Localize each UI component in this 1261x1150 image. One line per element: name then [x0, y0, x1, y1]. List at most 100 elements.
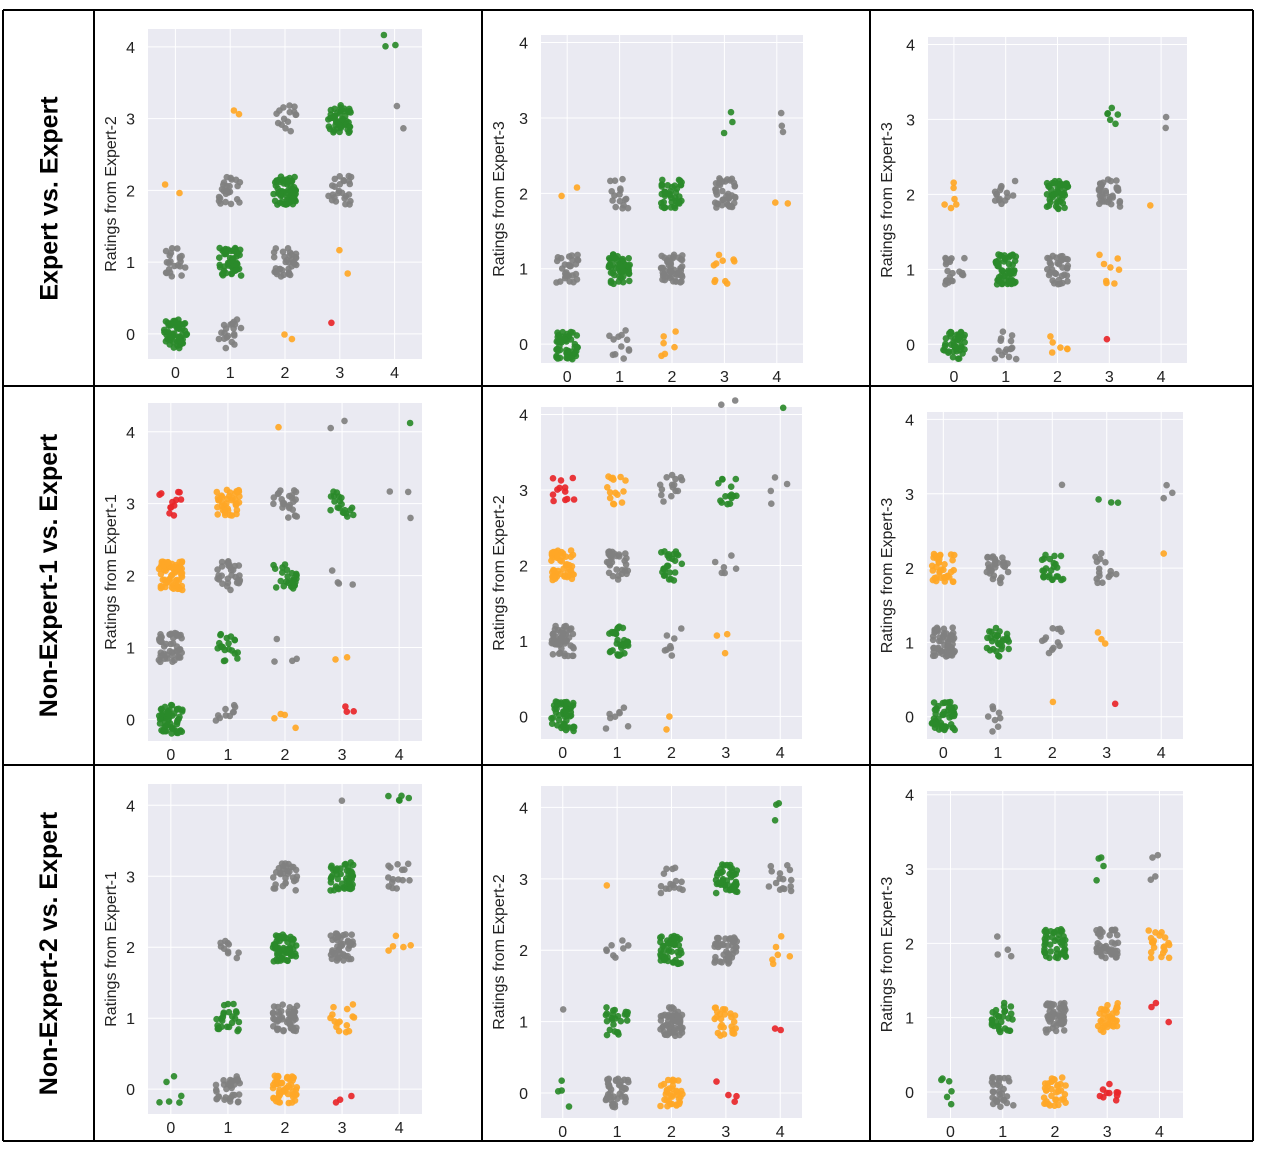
data-point — [620, 945, 627, 952]
data-point — [620, 268, 628, 275]
data-point — [610, 476, 617, 483]
data-point — [1111, 926, 1119, 933]
data-point — [178, 649, 185, 656]
data-point — [618, 331, 625, 339]
data-point — [176, 713, 183, 721]
data-point — [1003, 346, 1010, 353]
data-point — [178, 708, 186, 715]
data-point — [953, 201, 960, 208]
data-point — [605, 559, 612, 566]
data-point — [618, 1093, 626, 1100]
data-point — [275, 176, 282, 184]
data-point — [1005, 260, 1013, 268]
data-point — [667, 644, 675, 652]
data-point — [1102, 277, 1110, 285]
data-point — [1152, 873, 1159, 880]
data-point — [1098, 191, 1106, 199]
data-point — [271, 565, 279, 572]
x-tick-label: 3 — [721, 1124, 730, 1141]
x-tick-label: 0 — [558, 1124, 567, 1141]
data-point — [279, 1001, 286, 1008]
data-point — [719, 187, 726, 195]
data-point — [732, 880, 739, 887]
data-point — [675, 269, 683, 277]
data-point — [670, 1077, 678, 1084]
data-point — [626, 277, 633, 285]
data-point — [553, 279, 560, 286]
data-point — [235, 110, 243, 118]
data-point — [1048, 1085, 1055, 1093]
data-point — [732, 944, 740, 951]
data-point — [283, 256, 291, 264]
data-point — [386, 488, 394, 495]
x-tick-label: 4 — [1157, 745, 1166, 762]
data-point — [1165, 1018, 1172, 1026]
data-point — [1057, 1000, 1065, 1007]
data-point — [336, 181, 344, 188]
data-point — [171, 657, 178, 664]
data-point — [1045, 202, 1053, 209]
data-point — [717, 869, 725, 877]
y-tick-label: 4 — [126, 40, 135, 57]
data-point — [170, 338, 177, 346]
data-point — [675, 1095, 683, 1102]
data-point — [176, 558, 183, 566]
data-point — [215, 1025, 223, 1033]
data-point — [285, 514, 292, 521]
data-point — [230, 1000, 237, 1008]
data-point — [943, 1093, 951, 1101]
data-point — [346, 123, 354, 131]
data-point — [996, 1026, 1003, 1034]
data-point — [1095, 855, 1102, 862]
data-point — [665, 1098, 673, 1105]
data-point — [663, 474, 670, 481]
data-point — [1000, 559, 1008, 566]
data-point — [216, 195, 224, 202]
data-point — [784, 862, 791, 869]
data-point — [947, 1100, 955, 1108]
y-tick-label: 3 — [126, 497, 135, 514]
data-point — [216, 254, 223, 261]
data-point — [603, 882, 611, 889]
data-point — [657, 882, 665, 890]
data-point — [983, 568, 991, 576]
data-point — [1108, 104, 1116, 112]
data-point — [658, 264, 665, 272]
data-point — [169, 571, 176, 578]
data-point — [610, 1021, 617, 1028]
data-point — [673, 937, 681, 944]
data-point — [1007, 1010, 1015, 1017]
data-point — [677, 256, 685, 263]
data-point — [337, 124, 345, 132]
y-tick-label: 1 — [519, 262, 528, 279]
data-point — [661, 942, 668, 950]
data-point — [1051, 1076, 1058, 1083]
data-point — [1050, 644, 1057, 652]
data-point — [1106, 1089, 1113, 1097]
data-point — [327, 887, 334, 894]
data-point — [553, 257, 561, 265]
data-point — [622, 327, 629, 334]
data-point — [603, 946, 610, 953]
data-point — [277, 577, 285, 585]
data-point — [671, 864, 679, 872]
data-point — [674, 551, 682, 559]
data-point — [779, 128, 787, 136]
data-point — [623, 1017, 631, 1024]
data-point — [660, 870, 668, 877]
data-point — [219, 506, 227, 514]
data-point — [768, 868, 775, 875]
data-point — [995, 653, 1003, 660]
data-point — [769, 960, 777, 968]
data-point — [1061, 946, 1068, 954]
data-point — [1097, 182, 1105, 189]
y-tick-label: 4 — [126, 798, 135, 815]
x-tick-label: 3 — [1105, 369, 1114, 385]
data-point — [392, 41, 399, 49]
data-point — [1060, 1027, 1068, 1034]
data-point — [1043, 1029, 1050, 1036]
data-point — [158, 583, 166, 591]
data-point — [1114, 184, 1122, 192]
data-point — [617, 1017, 625, 1025]
data-point — [174, 245, 181, 252]
